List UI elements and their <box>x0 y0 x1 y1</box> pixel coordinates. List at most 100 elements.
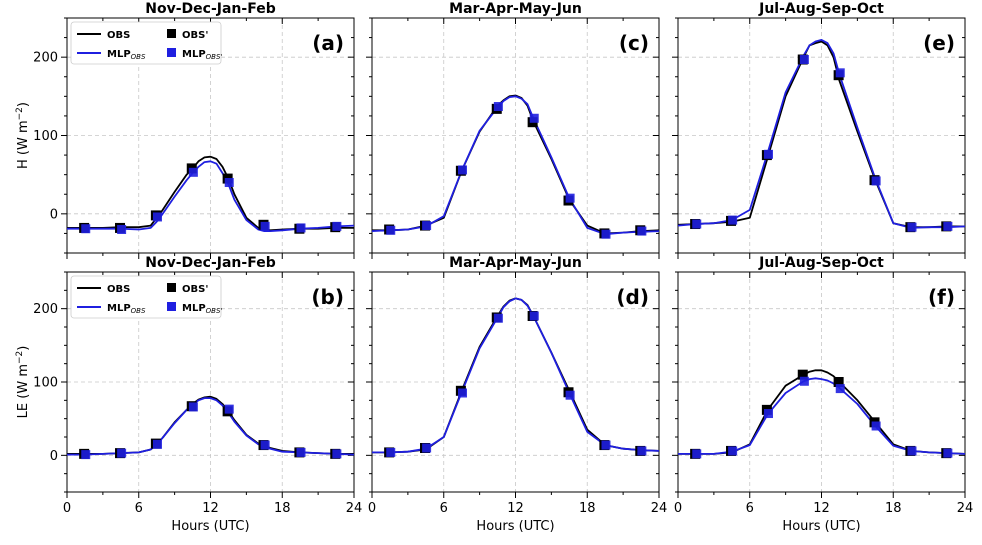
markers-mlp <box>386 311 647 457</box>
legend-label-obs: OBS <box>107 284 130 295</box>
marker-mlp <box>907 222 917 232</box>
marker-mlp <box>332 221 342 231</box>
x-tick-label: 0 <box>63 501 71 516</box>
markers-mlp <box>386 102 647 239</box>
y-tick-label: 100 <box>33 129 58 144</box>
marker-mlp <box>763 409 773 419</box>
x-tick-label: 24 <box>346 501 363 516</box>
legend-box <box>70 275 222 319</box>
y-tick-label: 0 <box>50 207 58 222</box>
marker-mlp <box>188 167 198 177</box>
marker-mlp <box>601 229 611 239</box>
legend-label-obs-marker: OBS' <box>182 284 208 295</box>
marker-mlp <box>422 221 432 231</box>
marker-mlp <box>637 446 647 456</box>
marker-mlp <box>529 113 539 123</box>
marker-mlp <box>188 402 198 412</box>
marker-mlp <box>332 449 342 459</box>
x-axis-label: Hours (UTC) <box>171 519 249 534</box>
gridlines <box>678 18 965 253</box>
legend-label-obs: OBS <box>107 30 130 41</box>
marker-mlp <box>457 388 467 398</box>
panel-d: Mar-Apr-May-Jun 0 6 12 18 24 Hours (UTC) (d) <box>366 255 667 534</box>
panel-label: (f) <box>928 285 955 309</box>
markers-obs <box>690 54 952 233</box>
marker-mlp <box>565 193 575 203</box>
markers-mlp <box>692 55 953 232</box>
x-tick-label: 18 <box>579 501 596 516</box>
markers-obs <box>690 369 952 459</box>
x-tick-label: 12 <box>202 501 219 516</box>
x-tick-label: 18 <box>885 501 902 516</box>
x-tick-label: 6 <box>135 501 143 516</box>
marker-mlp <box>871 176 881 186</box>
panel-title: Jul-Aug-Sep-Oct <box>758 255 884 271</box>
gridlines <box>372 272 659 492</box>
gridlines <box>372 18 659 253</box>
legend-marker-mlp <box>167 48 176 57</box>
panel-title: Mar-Apr-May-Jun <box>449 255 582 271</box>
y-tick-label: 200 <box>33 51 58 66</box>
marker-mlp <box>296 447 306 457</box>
x-tick-label: 0 <box>674 501 682 516</box>
marker-mlp <box>728 446 738 456</box>
legend-box <box>70 21 222 65</box>
marker-obs <box>833 377 844 387</box>
panel-c: Mar-Apr-May-Jun (c) <box>366 1 660 259</box>
gridlines <box>678 272 965 492</box>
markers-obs <box>384 311 646 458</box>
marker-mlp <box>152 439 162 449</box>
marker-mlp <box>386 447 396 457</box>
marker-mlp <box>907 446 917 456</box>
marker-obs <box>797 369 808 380</box>
marker-mlp <box>260 440 270 450</box>
marker-mlp <box>529 311 539 321</box>
legend-marker-mlp <box>167 302 176 311</box>
panel-b: Nov-Dec-Jan-Feb 0 100 200 LE (W m−2) 0 6 12 18 24… <box>15 255 362 534</box>
marker-mlp <box>296 223 306 233</box>
marker-mlp <box>224 178 234 187</box>
x-tick-label: 24 <box>957 501 974 516</box>
panel-label: (d) <box>616 285 649 309</box>
marker-mlp <box>81 450 91 460</box>
series-line-mlp <box>678 377 965 455</box>
panel-label: (a) <box>312 31 344 55</box>
y-tick-label: 0 <box>50 449 58 464</box>
marker-mlp <box>637 226 647 236</box>
panel-title: Nov-Dec-Jan-Feb <box>145 1 275 17</box>
marker-mlp <box>117 225 127 234</box>
panel-title: Jul-Aug-Sep-Oct <box>758 1 884 17</box>
marker-mlp <box>493 313 503 323</box>
marker-mlp <box>457 165 467 175</box>
marker-mlp <box>117 448 127 458</box>
panel-label: (e) <box>923 31 955 55</box>
legend-marker-obs <box>167 29 176 38</box>
panel-title: Mar-Apr-May-Jun <box>449 1 582 17</box>
marker-mlp <box>728 215 738 225</box>
y-axis-label: LE (W m−2) <box>15 346 31 419</box>
x-tick-label: 0 <box>368 501 376 516</box>
marker-mlp <box>601 440 611 450</box>
marker-mlp <box>493 102 503 112</box>
markers-mlp <box>81 167 342 234</box>
series-line-mlp <box>372 297 659 454</box>
markers-obs <box>79 163 341 234</box>
panel-label: (c) <box>619 31 649 55</box>
x-tick-label: 18 <box>274 501 291 516</box>
series-line-mlp <box>67 160 354 233</box>
x-tick-label: 6 <box>746 501 754 516</box>
markers-mlp <box>81 402 342 460</box>
y-axis-label: H (W m−2) <box>15 102 31 169</box>
panel-title: Nov-Dec-Jan-Feb <box>145 255 275 271</box>
marker-mlp <box>565 390 575 400</box>
x-tick-label: 24 <box>651 501 668 516</box>
marker-mlp <box>835 68 845 78</box>
panel-a: Nov-Dec-Jan-Feb 0 100 200 H (W m−2) (a) OBSMLP… <box>15 1 355 259</box>
marker-mlp <box>692 219 702 229</box>
markers-mlp <box>692 376 953 459</box>
markers-obs <box>384 103 646 239</box>
marker-mlp <box>799 55 809 65</box>
